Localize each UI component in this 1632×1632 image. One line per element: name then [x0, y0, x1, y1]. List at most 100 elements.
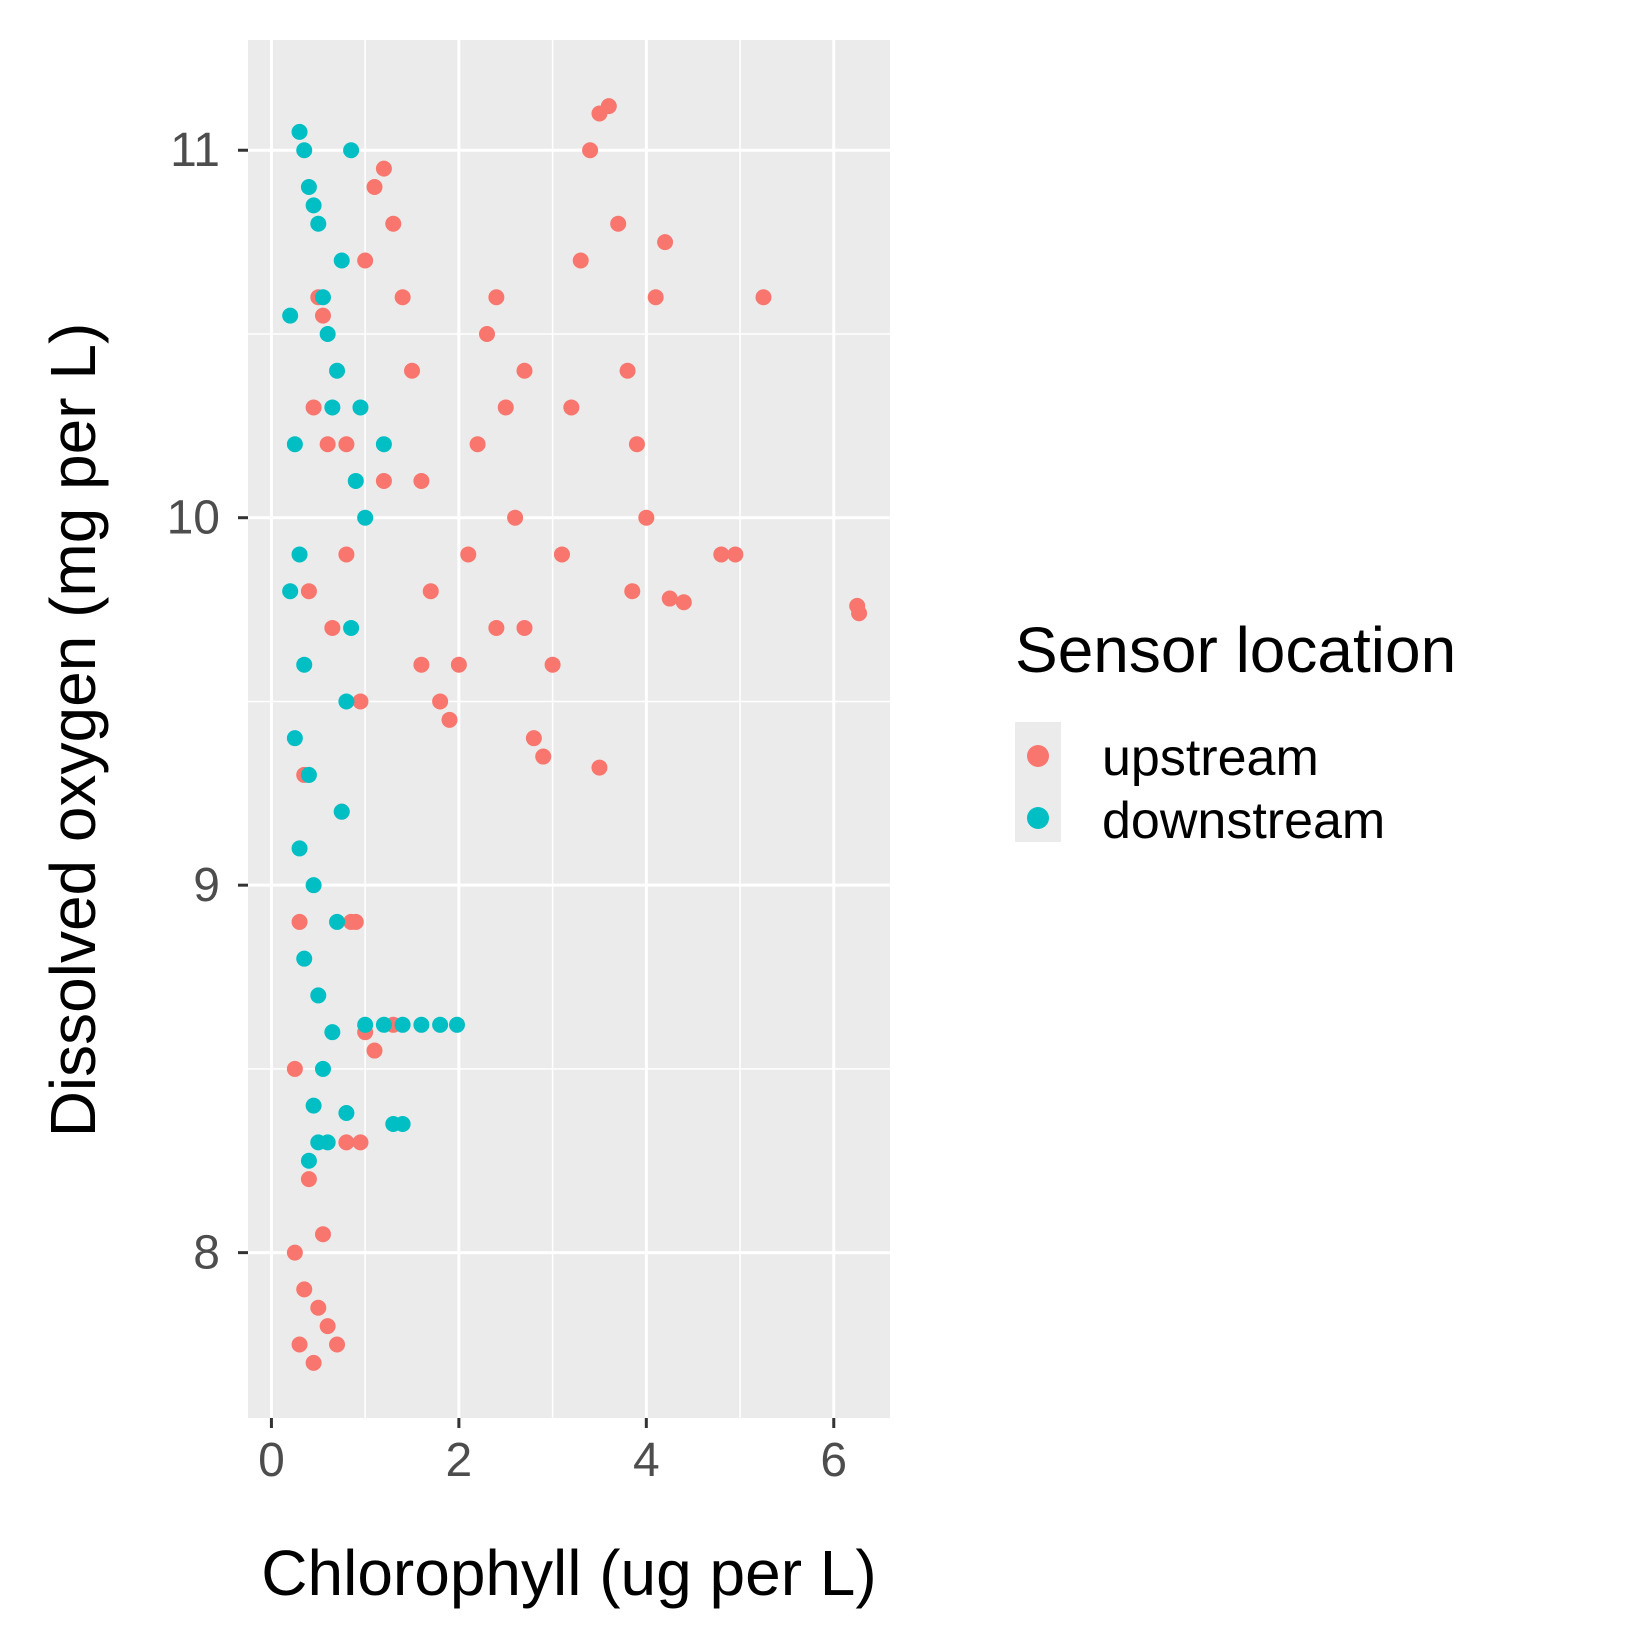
upstream-point [357, 252, 374, 269]
y-tick-label: 10 [167, 492, 220, 545]
x-axis-title: Chlorophyll (ug per L) [261, 1537, 876, 1609]
downstream-point [352, 399, 369, 416]
upstream-point [610, 215, 627, 232]
upstream-point [657, 234, 674, 251]
y-tick-label: 11 [170, 124, 220, 177]
ticks-layer: 0 2 4 6 8 9 10 11 [167, 124, 848, 1487]
upstream-point [385, 215, 402, 232]
x-tick-label: 4 [633, 1434, 660, 1487]
upstream-point [338, 1134, 355, 1151]
legend-upstream-dot [1027, 745, 1049, 767]
upstream-point [497, 399, 514, 416]
upstream-point [600, 98, 617, 115]
points-layer [282, 98, 868, 1371]
y-tick-label: 9 [193, 859, 220, 912]
upstream-point [441, 711, 458, 728]
upstream-point [319, 1318, 336, 1335]
upstream-point [727, 546, 744, 563]
upstream-point [544, 656, 561, 673]
downstream-point [300, 1152, 317, 1169]
downstream-point [394, 1116, 411, 1133]
upstream-point [324, 619, 341, 636]
upstream-point [338, 546, 355, 563]
downstream-point [282, 583, 299, 600]
downstream-point [413, 1016, 430, 1033]
downstream-point [300, 178, 317, 195]
upstream-point [404, 362, 421, 379]
downstream-point [357, 1016, 374, 1033]
downstream-point [291, 546, 308, 563]
downstream-point [343, 142, 360, 159]
upstream-point [286, 1244, 303, 1261]
downstream-point [449, 1016, 466, 1033]
legend-downstream-label: downstream [1102, 792, 1385, 850]
downstream-point [310, 1134, 327, 1151]
downstream-point [296, 656, 313, 673]
downstream-point [329, 913, 346, 930]
upstream-point [553, 546, 570, 563]
downstream-point [432, 1016, 449, 1033]
legend-title: Sensor location [1015, 614, 1456, 686]
downstream-point [329, 362, 346, 379]
upstream-point [291, 1336, 308, 1353]
upstream-point [638, 509, 655, 526]
downstream-point [291, 840, 308, 857]
downstream-point [291, 123, 308, 140]
downstream-point [347, 472, 364, 489]
upstream-point [591, 759, 608, 776]
downstream-point [282, 307, 299, 324]
downstream-point [286, 436, 303, 453]
upstream-point [488, 289, 505, 306]
upstream-point [314, 1226, 331, 1243]
upstream-point [563, 399, 580, 416]
downstream-point [314, 289, 331, 306]
downstream-point [319, 325, 336, 342]
upstream-point [413, 472, 430, 489]
downstream-point [300, 766, 317, 783]
upstream-point [647, 289, 664, 306]
upstream-point [628, 436, 645, 453]
upstream-point [713, 546, 730, 563]
y-tick-label: 8 [193, 1227, 220, 1280]
upstream-point [432, 693, 449, 710]
grid-layer [248, 40, 890, 1418]
downstream-point [343, 619, 360, 636]
downstream-point [324, 1024, 341, 1041]
upstream-point [755, 289, 772, 306]
downstream-point [338, 1105, 355, 1122]
x-tick-label: 2 [446, 1434, 473, 1487]
downstream-point [305, 1097, 322, 1114]
upstream-point [661, 590, 678, 607]
upstream-point [352, 693, 369, 710]
upstream-point [469, 436, 486, 453]
downstream-point [310, 987, 327, 1004]
upstream-point [366, 1042, 383, 1059]
upstream-point [516, 619, 533, 636]
upstream-point [300, 583, 317, 600]
upstream-point [507, 509, 524, 526]
legend-upstream-label: upstream [1102, 729, 1319, 787]
downstream-point [296, 142, 313, 159]
downstream-point [314, 1060, 331, 1077]
upstream-point [310, 1299, 327, 1316]
upstream-point [300, 1171, 317, 1188]
upstream-point [460, 546, 477, 563]
legend-downstream-dot [1027, 807, 1049, 829]
downstream-point [338, 693, 355, 710]
downstream-point [324, 399, 341, 416]
upstream-point [305, 399, 322, 416]
upstream-point [413, 656, 430, 673]
upstream-point [535, 748, 552, 765]
upstream-point [624, 583, 641, 600]
upstream-point [582, 142, 599, 159]
upstream-point [851, 605, 868, 622]
upstream-point [329, 1336, 346, 1353]
upstream-point [291, 913, 308, 930]
upstream-point [305, 1354, 322, 1371]
upstream-point [319, 436, 336, 453]
upstream-point [619, 362, 636, 379]
upstream-point [488, 619, 505, 636]
upstream-point [394, 289, 411, 306]
upstream-point [366, 178, 383, 195]
